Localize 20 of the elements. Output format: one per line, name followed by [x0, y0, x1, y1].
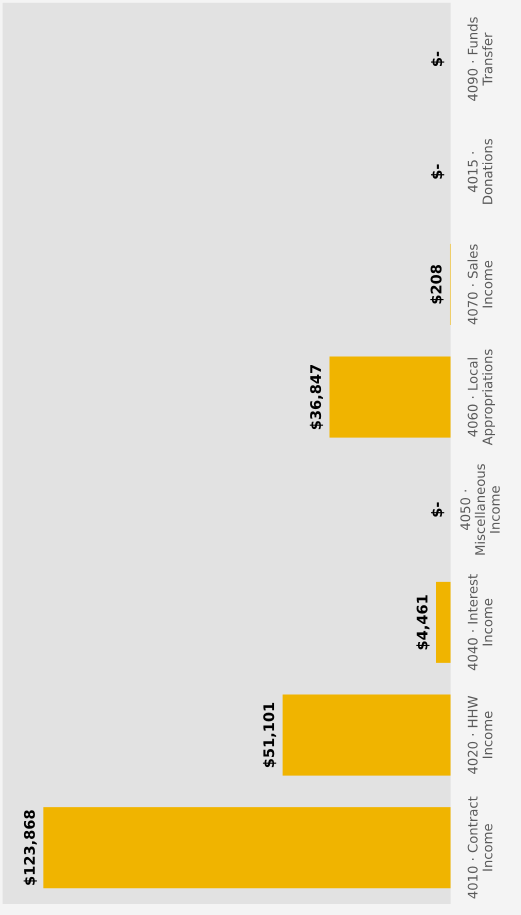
y-tick-label: 4015 · Donations [468, 138, 492, 204]
data-label: $51,101 [262, 702, 276, 768]
data-label: $- [430, 164, 444, 179]
y-tick-label: 4070 · Sales Income [467, 244, 492, 324]
data-label: $208 [430, 265, 444, 304]
y-tick-label: 4010 · Contract Income [468, 796, 492, 899]
bar [282, 694, 451, 776]
bar [436, 582, 451, 663]
data-label: $- [430, 52, 444, 66]
y-tick-label: 4090 · Funds Transfer [467, 17, 492, 101]
data-label: $4,461 [416, 595, 430, 650]
data-label: $36,847 [310, 365, 324, 430]
y-tick-label: 4020 · HHW Income [468, 696, 492, 774]
y-tick-label: 4040 · Interest Income [468, 574, 492, 670]
data-label: $123,868 [24, 810, 37, 885]
bar [43, 807, 451, 888]
y-tick-label: 4060 · Local Appropriations [467, 349, 495, 446]
y-tick-label: 4050 · Miscellaneous Income [460, 464, 500, 555]
data-label: $- [430, 502, 444, 517]
bar [329, 356, 451, 438]
